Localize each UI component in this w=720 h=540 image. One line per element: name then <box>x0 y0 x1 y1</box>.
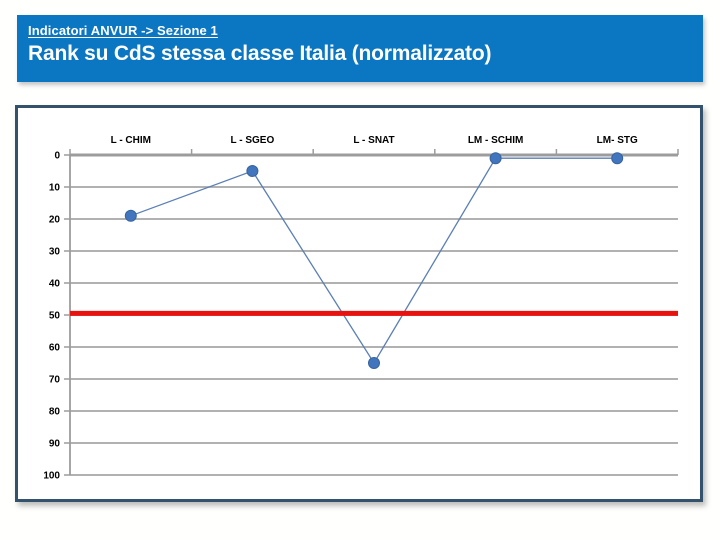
data-point-marker <box>611 152 624 165</box>
category-label: L - SGEO <box>231 135 275 146</box>
y-tick-label: 40 <box>49 279 61 290</box>
y-tick-label: 80 <box>49 407 61 418</box>
y-tick-label: 20 <box>49 215 61 226</box>
breadcrumb: Indicatori ANVUR -> Sezione 1 <box>28 23 218 38</box>
rank-line-chart: 0 10 20 30 40 50 60 70 80 90 100 L - CHIM L - SGEO L … <box>43 135 679 482</box>
chart-panel: 0 10 20 30 40 50 60 70 80 90 100 L - CHIM L - SGEO L … <box>15 105 703 502</box>
data-point-marker <box>368 357 380 369</box>
category-label: L - SNAT <box>353 135 394 146</box>
y-tick-label: 100 <box>43 471 60 482</box>
y-tick-label: 30 <box>49 247 61 258</box>
data-point-marker <box>124 209 137 222</box>
category-label: L - CHIM <box>111 135 151 146</box>
y-tick-label: 0 <box>54 151 60 162</box>
y-tick-label: 60 <box>49 343 61 354</box>
category-label: LM- STG <box>597 135 638 146</box>
slide-header: Indicatori ANVUR -> Sezione 1 Rank su Cd… <box>17 15 703 82</box>
page-title: Rank su CdS stessa classe Italia (normal… <box>28 42 492 65</box>
y-tick-label: 10 <box>49 183 61 194</box>
series-line <box>130 157 618 365</box>
y-tick-label: 90 <box>49 439 61 450</box>
data-point-marker <box>489 152 502 165</box>
y-tick-label: 70 <box>49 375 61 386</box>
y-tick-label: 50 <box>49 311 61 322</box>
category-label: LM - SCHIM <box>468 135 524 146</box>
data-point-marker <box>246 165 259 177</box>
